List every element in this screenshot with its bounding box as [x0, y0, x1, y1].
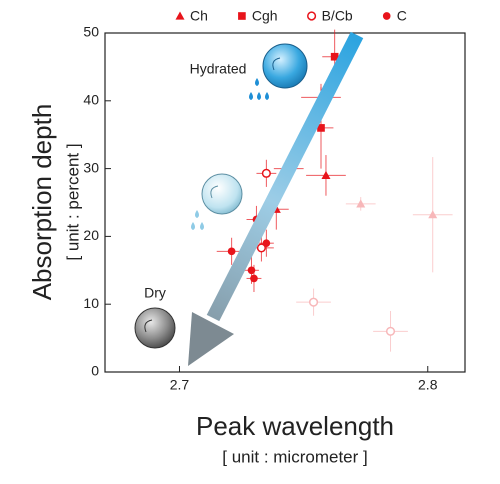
x-tick-label: 2.7: [170, 377, 190, 393]
drops: [191, 210, 204, 230]
x-axis-unit: [ unit : micrometer ]: [222, 447, 367, 466]
point: [247, 266, 256, 275]
y-axis-unit: [ unit : percent ]: [63, 143, 82, 260]
icon-detail: [210, 185, 219, 199]
legend-marker: [307, 11, 317, 21]
plot-frame: [104, 32, 466, 373]
annotation: Hydrated: [190, 61, 247, 77]
legend-label: Ch: [190, 8, 208, 24]
arrow-shaft: [206, 31, 364, 322]
legend-marker: [238, 12, 246, 20]
data-point: [345, 197, 376, 211]
x-tick-label: 2.8: [418, 377, 438, 393]
x-axis-title: Peak wavelength: [196, 411, 394, 441]
legend-marker: [382, 12, 391, 20]
partial-icon: [201, 173, 243, 215]
point: [256, 243, 266, 253]
annotation: Dry: [144, 285, 166, 301]
point: [262, 239, 271, 248]
point: [317, 124, 325, 132]
icon-detail: [144, 319, 153, 333]
point: [356, 199, 366, 208]
data-point: [306, 155, 346, 196]
point: [428, 210, 438, 219]
data-point: [296, 288, 331, 316]
icons: [134, 43, 308, 349]
data-point: [373, 310, 408, 352]
y-tick-label: 10: [83, 295, 99, 311]
data-point: [256, 159, 277, 187]
dry-icon: [134, 307, 176, 349]
point: [308, 297, 319, 307]
point: [385, 326, 396, 336]
legend-marker: [175, 11, 185, 20]
y-tick-label: 40: [83, 92, 99, 108]
point: [227, 247, 236, 256]
icon-detail: [272, 57, 281, 71]
point: [321, 170, 331, 179]
data-point: [246, 264, 262, 292]
drops: [249, 78, 269, 100]
y-tick-label: 20: [83, 227, 99, 243]
y-axis-title: Absorption depth: [27, 104, 57, 301]
legend-label: B/Cb: [322, 8, 353, 24]
point: [330, 52, 339, 61]
trend-arrow: [188, 31, 364, 366]
arrow-head: [188, 312, 234, 366]
data-point: [249, 234, 274, 262]
point: [261, 168, 271, 178]
y-tick-label: 30: [83, 159, 99, 175]
legend-label: Cgh: [252, 8, 278, 24]
data-point: [258, 229, 274, 257]
y-tick-label: 50: [83, 24, 99, 40]
hydrated-icon: [262, 43, 308, 89]
y-tick-label: 0: [91, 363, 99, 379]
data-point: [412, 157, 453, 273]
point: [250, 274, 258, 283]
legend-label: C: [397, 8, 407, 24]
legend: Ch Cgh B/Cb C: [175, 8, 407, 24]
